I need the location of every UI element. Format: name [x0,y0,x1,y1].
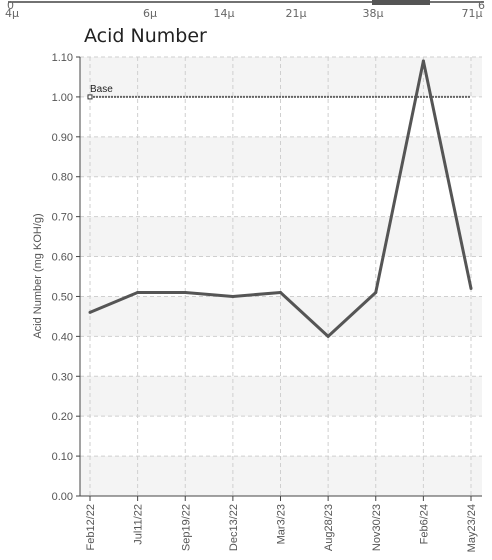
strip-label-0: 4μ [5,7,19,20]
plot-band [80,216,482,257]
x-tick-label: Mar3/23 [276,504,288,544]
y-tick-label: 0.00 [52,491,73,503]
x-tick-label: Dec13/22 [228,504,240,551]
base-reference: Base [87,84,471,100]
strip-bar [372,0,430,5]
y-tick-label: 0.80 [52,172,73,184]
y-tick-label: 0.30 [52,371,73,383]
data-point [231,294,235,298]
x-tick-labels: Feb12/22 Jul11/22 Sep19/22 Dec13/22 Mar3/23 A… [85,504,478,552]
y-tick-label: 0.60 [52,252,73,264]
strip-label-2: 14μ [214,7,235,20]
y-tick-label: 0.10 [52,451,73,463]
data-point [279,290,282,294]
series-layer [88,59,473,338]
data-point [421,59,425,63]
particle-size-strip: 0 6 4μ 6μ 14μ 21μ 38μ 71μ [5,0,485,20]
x-tick-label: Jul11/22 [133,504,145,545]
plot-grid [80,56,482,497]
x-tick-label: Nov30/23 [371,504,383,551]
strip-left-value: 0 [7,0,14,12]
data-point [136,290,140,294]
data-point [374,290,378,294]
x-tick-label: May23/24 [466,504,478,552]
x-tick-label: Aug28/23 [323,504,335,551]
strip-label-5: 71μ [462,7,483,20]
plot-band [80,57,482,97]
x-tick-label: Feb12/22 [85,504,97,550]
strip-right-value: 6 [478,0,485,12]
y-tick-label: 0.40 [52,331,73,343]
strip-label-1: 6μ [143,7,157,20]
data-point [88,310,92,314]
data-point [326,334,330,338]
base-label: Base [90,84,113,95]
base-marker [87,94,93,100]
x-tick-label: Sep19/22 [180,504,192,551]
y-axis-label: Acid Number (mg KOH/g) [32,213,44,338]
y-tick-label: 0.50 [52,291,73,303]
strip-label-4: 38μ [363,7,384,20]
y-tick-labels: 0.00 0.10 0.20 0.30 0.40 0.50 0.60 0.70 0.80 0.90… [52,52,73,503]
y-tick-label: 0.70 [52,212,73,224]
y-tick-label: 1.00 [52,92,73,104]
y-tick-label: 1.10 [52,52,73,64]
data-point [469,286,473,290]
plot-axes [76,56,482,501]
chart-title: Acid Number [84,25,207,47]
y-tick-label: 0.90 [52,132,73,144]
data-point [183,290,187,294]
x-tick-label: Feb6/24 [418,504,430,544]
strip-label-3: 21μ [286,7,307,20]
plot-band [80,456,482,496]
y-tick-label: 0.20 [52,411,73,423]
